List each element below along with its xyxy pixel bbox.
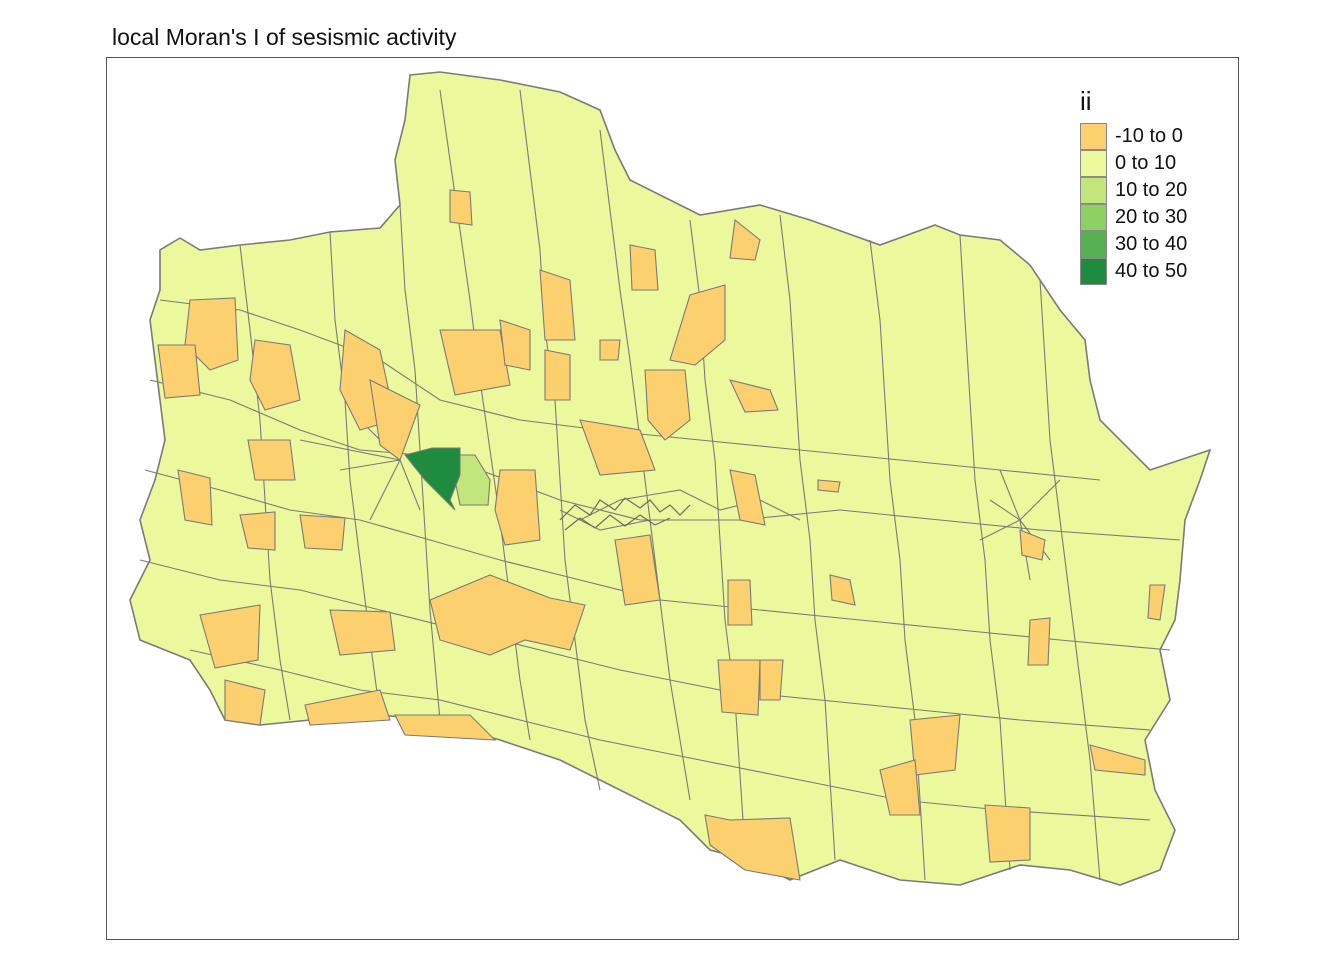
legend: ii -10 to 0 0 to 10 10 to 20 20 to 30 30 to … bbox=[1080, 86, 1187, 285]
legend-item: 0 to 10 bbox=[1080, 150, 1187, 177]
legend-item: 10 to 20 bbox=[1080, 177, 1187, 204]
high-ii-districts bbox=[404, 447, 491, 511]
legend-swatch bbox=[1080, 258, 1107, 285]
legend-swatch bbox=[1080, 123, 1107, 150]
legend-label: 30 to 40 bbox=[1115, 233, 1188, 255]
legend-items: -10 to 0 0 to 10 10 to 20 20 to 30 30 to 40 4… bbox=[1080, 123, 1187, 285]
negative-ii-districts bbox=[157, 189, 1166, 881]
legend-item: 20 to 30 bbox=[1080, 204, 1187, 231]
legend-label: 0 to 10 bbox=[1115, 152, 1177, 174]
legend-label: -10 to 0 bbox=[1115, 125, 1183, 147]
legend-swatch bbox=[1080, 204, 1107, 231]
dense-urban-cluster bbox=[559, 497, 691, 531]
legend-item: 30 to 40 bbox=[1080, 231, 1187, 258]
legend-swatch bbox=[1080, 150, 1107, 177]
legend-label: 40 to 50 bbox=[1115, 260, 1188, 282]
map-title: local Moran's I of sesismic activity bbox=[112, 24, 457, 50]
legend-item: -10 to 0 bbox=[1080, 123, 1187, 150]
legend-label: 10 to 20 bbox=[1115, 179, 1188, 201]
legend-swatch bbox=[1080, 231, 1107, 258]
legend-item: 40 to 50 bbox=[1080, 258, 1187, 285]
legend-label: 20 to 30 bbox=[1115, 206, 1188, 228]
province-shape bbox=[129, 71, 1212, 886]
legend-swatch bbox=[1080, 177, 1107, 204]
legend-title: ii bbox=[1080, 86, 1092, 116]
map-frame bbox=[106, 57, 1239, 940]
